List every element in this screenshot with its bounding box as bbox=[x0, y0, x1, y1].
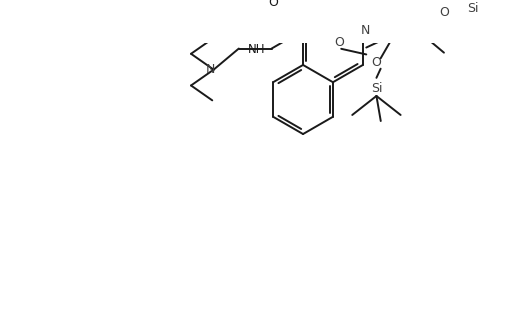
Text: Si: Si bbox=[371, 82, 382, 95]
Text: O: O bbox=[371, 56, 381, 69]
Text: N: N bbox=[206, 63, 215, 76]
Text: NH: NH bbox=[248, 43, 266, 56]
Text: O: O bbox=[268, 0, 278, 9]
Text: O: O bbox=[440, 6, 449, 19]
Text: N: N bbox=[361, 24, 370, 37]
Text: Si: Si bbox=[467, 2, 479, 15]
Text: O: O bbox=[335, 36, 344, 49]
